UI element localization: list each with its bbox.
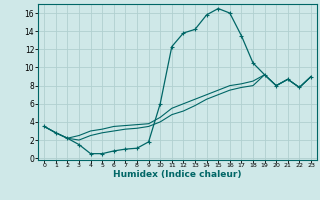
X-axis label: Humidex (Indice chaleur): Humidex (Indice chaleur) bbox=[113, 170, 242, 179]
